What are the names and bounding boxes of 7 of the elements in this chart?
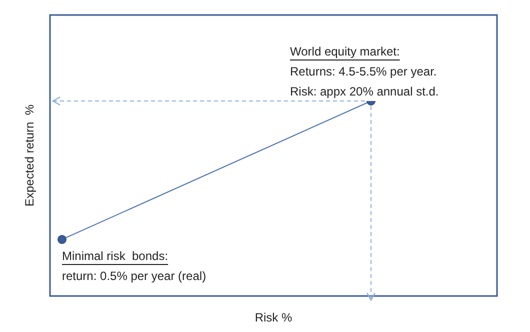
annotation: return: 0.5% per year (real) [62, 268, 206, 283]
text: Risk: appx 20% annual st.d. [290, 84, 439, 98]
x-axis-title: Risk % [254, 310, 292, 324]
y-axis-title: Expected return % [22, 104, 36, 207]
annotation: Minimal risk bonds: [62, 248, 168, 263]
text: World equity market: [290, 44, 400, 58]
text: Returns: 4.5-5.5% per year. [290, 64, 437, 78]
